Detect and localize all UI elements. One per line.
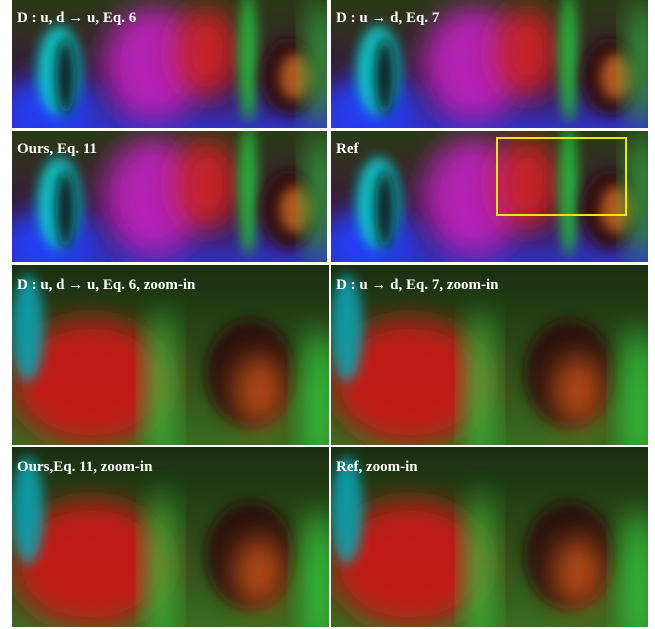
panel-label: D : u → d, Eq. 7, zoom-in: [336, 277, 499, 293]
blob: [56, 170, 75, 249]
panel-label: D : u, d → u, Eq. 6, zoom-in: [17, 277, 196, 293]
panel-label: Ref: [336, 141, 359, 157]
blob: [234, 355, 285, 427]
panel-label: D : u, d → u, Eq. 6: [17, 10, 137, 26]
blob: [553, 537, 604, 609]
blob: [600, 186, 632, 233]
panel-label: D : u → d, Eq. 7: [336, 10, 440, 26]
panel-label: Ours, Eq. 11: [17, 141, 97, 157]
blob: [234, 537, 285, 609]
blob: [375, 170, 394, 249]
blob: [280, 186, 312, 233]
blob: [176, 6, 239, 96]
blob: [553, 355, 604, 427]
blob: [308, 131, 333, 262]
blob: [280, 54, 312, 100]
blob: [239, 124, 258, 255]
blob: [629, 131, 654, 262]
blob: [600, 54, 632, 100]
blob: [308, 0, 333, 128]
figure: D : u, d → u, Eq. 6 D : u → d, Eq. 7 Ours,…: [0, 0, 655, 629]
page: D : u, d → u, Eq. 6 D : u → d, Eq. 7 Ours,…: [0, 0, 655, 629]
panel: [321, 124, 654, 275]
blob: [176, 138, 239, 230]
blob: [629, 0, 654, 128]
panel-label: Ref, zoom-in: [336, 459, 418, 475]
panel: [331, 265, 654, 472]
blob: [56, 38, 75, 115]
blob: [559, 124, 578, 255]
panel-label: Ours,Eq. 11, zoom-in: [17, 459, 153, 475]
panel: [12, 265, 335, 472]
blob: [496, 6, 559, 96]
blob: [375, 38, 394, 115]
